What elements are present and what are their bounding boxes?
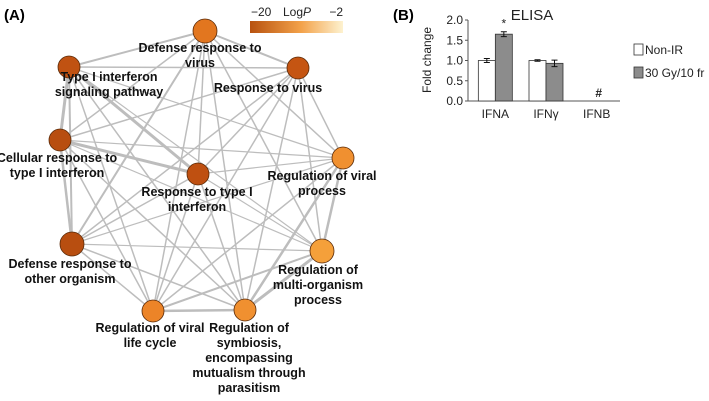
network-edge xyxy=(58,66,71,141)
network-edge xyxy=(71,243,246,311)
network-edge xyxy=(68,65,199,176)
network-edge xyxy=(197,30,206,175)
legend-label: Non-IR xyxy=(645,43,683,57)
network-edge xyxy=(71,30,206,245)
network-edge xyxy=(297,67,344,159)
network-node-labels: Defense response to virus Response to viru… xyxy=(0,41,377,395)
node-label-reg-viral-process: Regulation of viral process xyxy=(267,169,376,198)
legend-swatch xyxy=(633,66,644,79)
network-edge xyxy=(71,243,323,252)
network-node-type1-pathway xyxy=(57,55,81,79)
network-node-reg-viral-process xyxy=(331,146,355,170)
network-node-response-type1 xyxy=(186,162,210,186)
network-node-response-virus xyxy=(286,56,310,80)
colorbar-gradient xyxy=(250,21,343,33)
network-edge xyxy=(197,67,299,175)
y-axis-label: Fold change xyxy=(420,27,434,93)
y-tick-label: 0.0 xyxy=(446,94,463,108)
colorbar: −20 LogP −2 xyxy=(250,5,343,33)
panel-label-b: (B) xyxy=(393,7,414,24)
network-node-cellular-type1 xyxy=(48,128,72,152)
x-tick-label: IFNB xyxy=(583,107,610,121)
network-edge xyxy=(68,66,73,245)
node-label-defense-virus: Defense response to virus xyxy=(139,41,262,70)
colorbar-title: LogP xyxy=(283,5,311,19)
error-bar xyxy=(534,59,541,62)
node-label-reg-multi-organism: Regulation of multi-organism process xyxy=(273,263,363,307)
network-edge xyxy=(197,173,246,311)
network-edge xyxy=(152,173,199,312)
network-edge xyxy=(297,67,323,252)
x-tick-label: IFNγ xyxy=(533,107,558,121)
network-node-reg-viral-life xyxy=(141,299,165,323)
error-bar xyxy=(500,31,507,38)
network-edge xyxy=(68,30,206,68)
network-edge xyxy=(152,308,246,313)
bar-non-ir-ifnγ xyxy=(528,60,547,102)
network-edge xyxy=(68,66,154,312)
network-edge xyxy=(71,173,199,245)
legend-label: 30 Gy/10 fr xyxy=(645,66,704,80)
legend-swatch xyxy=(633,43,644,56)
network-node-reg-symbiosis xyxy=(233,298,257,322)
network-edge xyxy=(197,157,344,175)
colorbar-min-label: −20 xyxy=(251,5,272,19)
network-edge xyxy=(244,67,299,311)
network-edge xyxy=(59,139,344,159)
network-node-reg-multi-organism xyxy=(309,238,335,264)
network-node-defense-other xyxy=(59,231,85,257)
network-edge xyxy=(152,30,206,312)
bar-chart: 0.0 0.5 1.0 1.5 2.0 IFNA IFNγ IFNB * # Non-IR 30 Gy… xyxy=(446,13,704,121)
network-edge xyxy=(71,67,299,245)
node-label-cellular-type1: Cellular response to type I interferon xyxy=(0,151,117,180)
network-nodes xyxy=(48,18,355,323)
network-edge xyxy=(71,243,154,312)
bar-irradiated-ifna xyxy=(494,33,513,102)
network-node-defense-virus xyxy=(192,18,218,44)
panel-label-a: (A) xyxy=(4,7,25,24)
network-edge xyxy=(152,157,344,312)
bar-irradiated-ifnγ xyxy=(545,62,564,102)
colorbar-max-label: −2 xyxy=(329,5,343,19)
annotation-significance: * xyxy=(501,17,506,31)
network-edges xyxy=(58,30,345,313)
network-edge xyxy=(59,138,199,176)
network-edge xyxy=(244,249,323,312)
node-label-response-virus: Response to virus xyxy=(214,81,322,95)
bar-non-ir-ifna xyxy=(477,60,496,102)
network-edge xyxy=(59,30,206,141)
y-tick-label: 2.0 xyxy=(446,13,463,27)
y-tick-label: 0.5 xyxy=(446,74,463,88)
node-label-defense-other: Defense response to other organism xyxy=(9,257,132,286)
annotation-not-detected: # xyxy=(595,86,602,100)
x-tick-label: IFNA xyxy=(482,107,509,121)
network-edge xyxy=(59,139,246,311)
error-bar xyxy=(551,59,558,68)
node-label-reg-symbiosis: Regulation of symbiosis, encompassing mutua… xyxy=(192,321,305,395)
network-edge xyxy=(68,66,344,159)
error-bar xyxy=(483,57,490,64)
network-edge xyxy=(68,66,323,252)
chart-title: ELISA xyxy=(511,7,554,24)
network-edge xyxy=(68,66,299,69)
y-tick-label: 1.5 xyxy=(446,33,463,47)
network-edge xyxy=(152,67,299,312)
network-edge xyxy=(320,157,345,252)
node-label-type1-pathway: Type I interferon signaling pathway xyxy=(55,70,163,99)
y-tick-label: 1.0 xyxy=(446,54,463,68)
network-edge xyxy=(152,250,323,312)
network-edge xyxy=(197,173,323,252)
network-edge xyxy=(68,66,246,311)
network-edge xyxy=(204,30,299,69)
network-edge xyxy=(58,139,74,245)
node-label-reg-viral-life: Regulation of viral life cycle xyxy=(95,321,204,350)
